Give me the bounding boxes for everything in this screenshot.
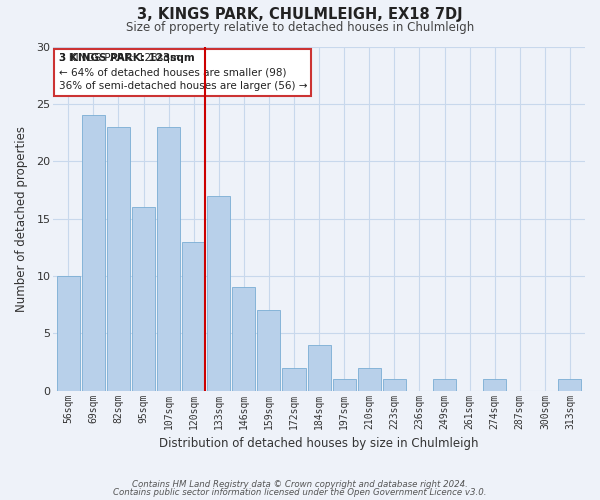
Bar [232, 288, 256, 391]
Bar [332, 379, 356, 390]
Bar [283, 368, 305, 390]
Bar [483, 379, 506, 390]
Bar [257, 310, 280, 390]
Bar [132, 207, 155, 390]
Text: Contains HM Land Registry data © Crown copyright and database right 2024.: Contains HM Land Registry data © Crown c… [132, 480, 468, 489]
Bar [182, 242, 205, 390]
Bar [358, 368, 381, 390]
Bar [107, 127, 130, 390]
Bar [433, 379, 456, 390]
Bar [383, 379, 406, 390]
Y-axis label: Number of detached properties: Number of detached properties [15, 126, 28, 312]
Bar [82, 116, 105, 390]
Bar [308, 345, 331, 391]
Bar [57, 276, 80, 390]
Text: 3, KINGS PARK, CHULMLEIGH, EX18 7DJ: 3, KINGS PARK, CHULMLEIGH, EX18 7DJ [137, 8, 463, 22]
Text: Contains public sector information licensed under the Open Government Licence v3: Contains public sector information licen… [113, 488, 487, 497]
Text: 3 KINGS PARK: 123sqm
← 64% of detached houses are smaller (98)
36% of semi-detac: 3 KINGS PARK: 123sqm ← 64% of detached h… [59, 54, 307, 92]
Text: Size of property relative to detached houses in Chulmleigh: Size of property relative to detached ho… [126, 22, 474, 35]
Bar [559, 379, 581, 390]
Text: 3 KINGS PARK: 123sqm: 3 KINGS PARK: 123sqm [59, 54, 194, 64]
X-axis label: Distribution of detached houses by size in Chulmleigh: Distribution of detached houses by size … [160, 437, 479, 450]
Bar [157, 127, 180, 390]
Bar [207, 196, 230, 390]
